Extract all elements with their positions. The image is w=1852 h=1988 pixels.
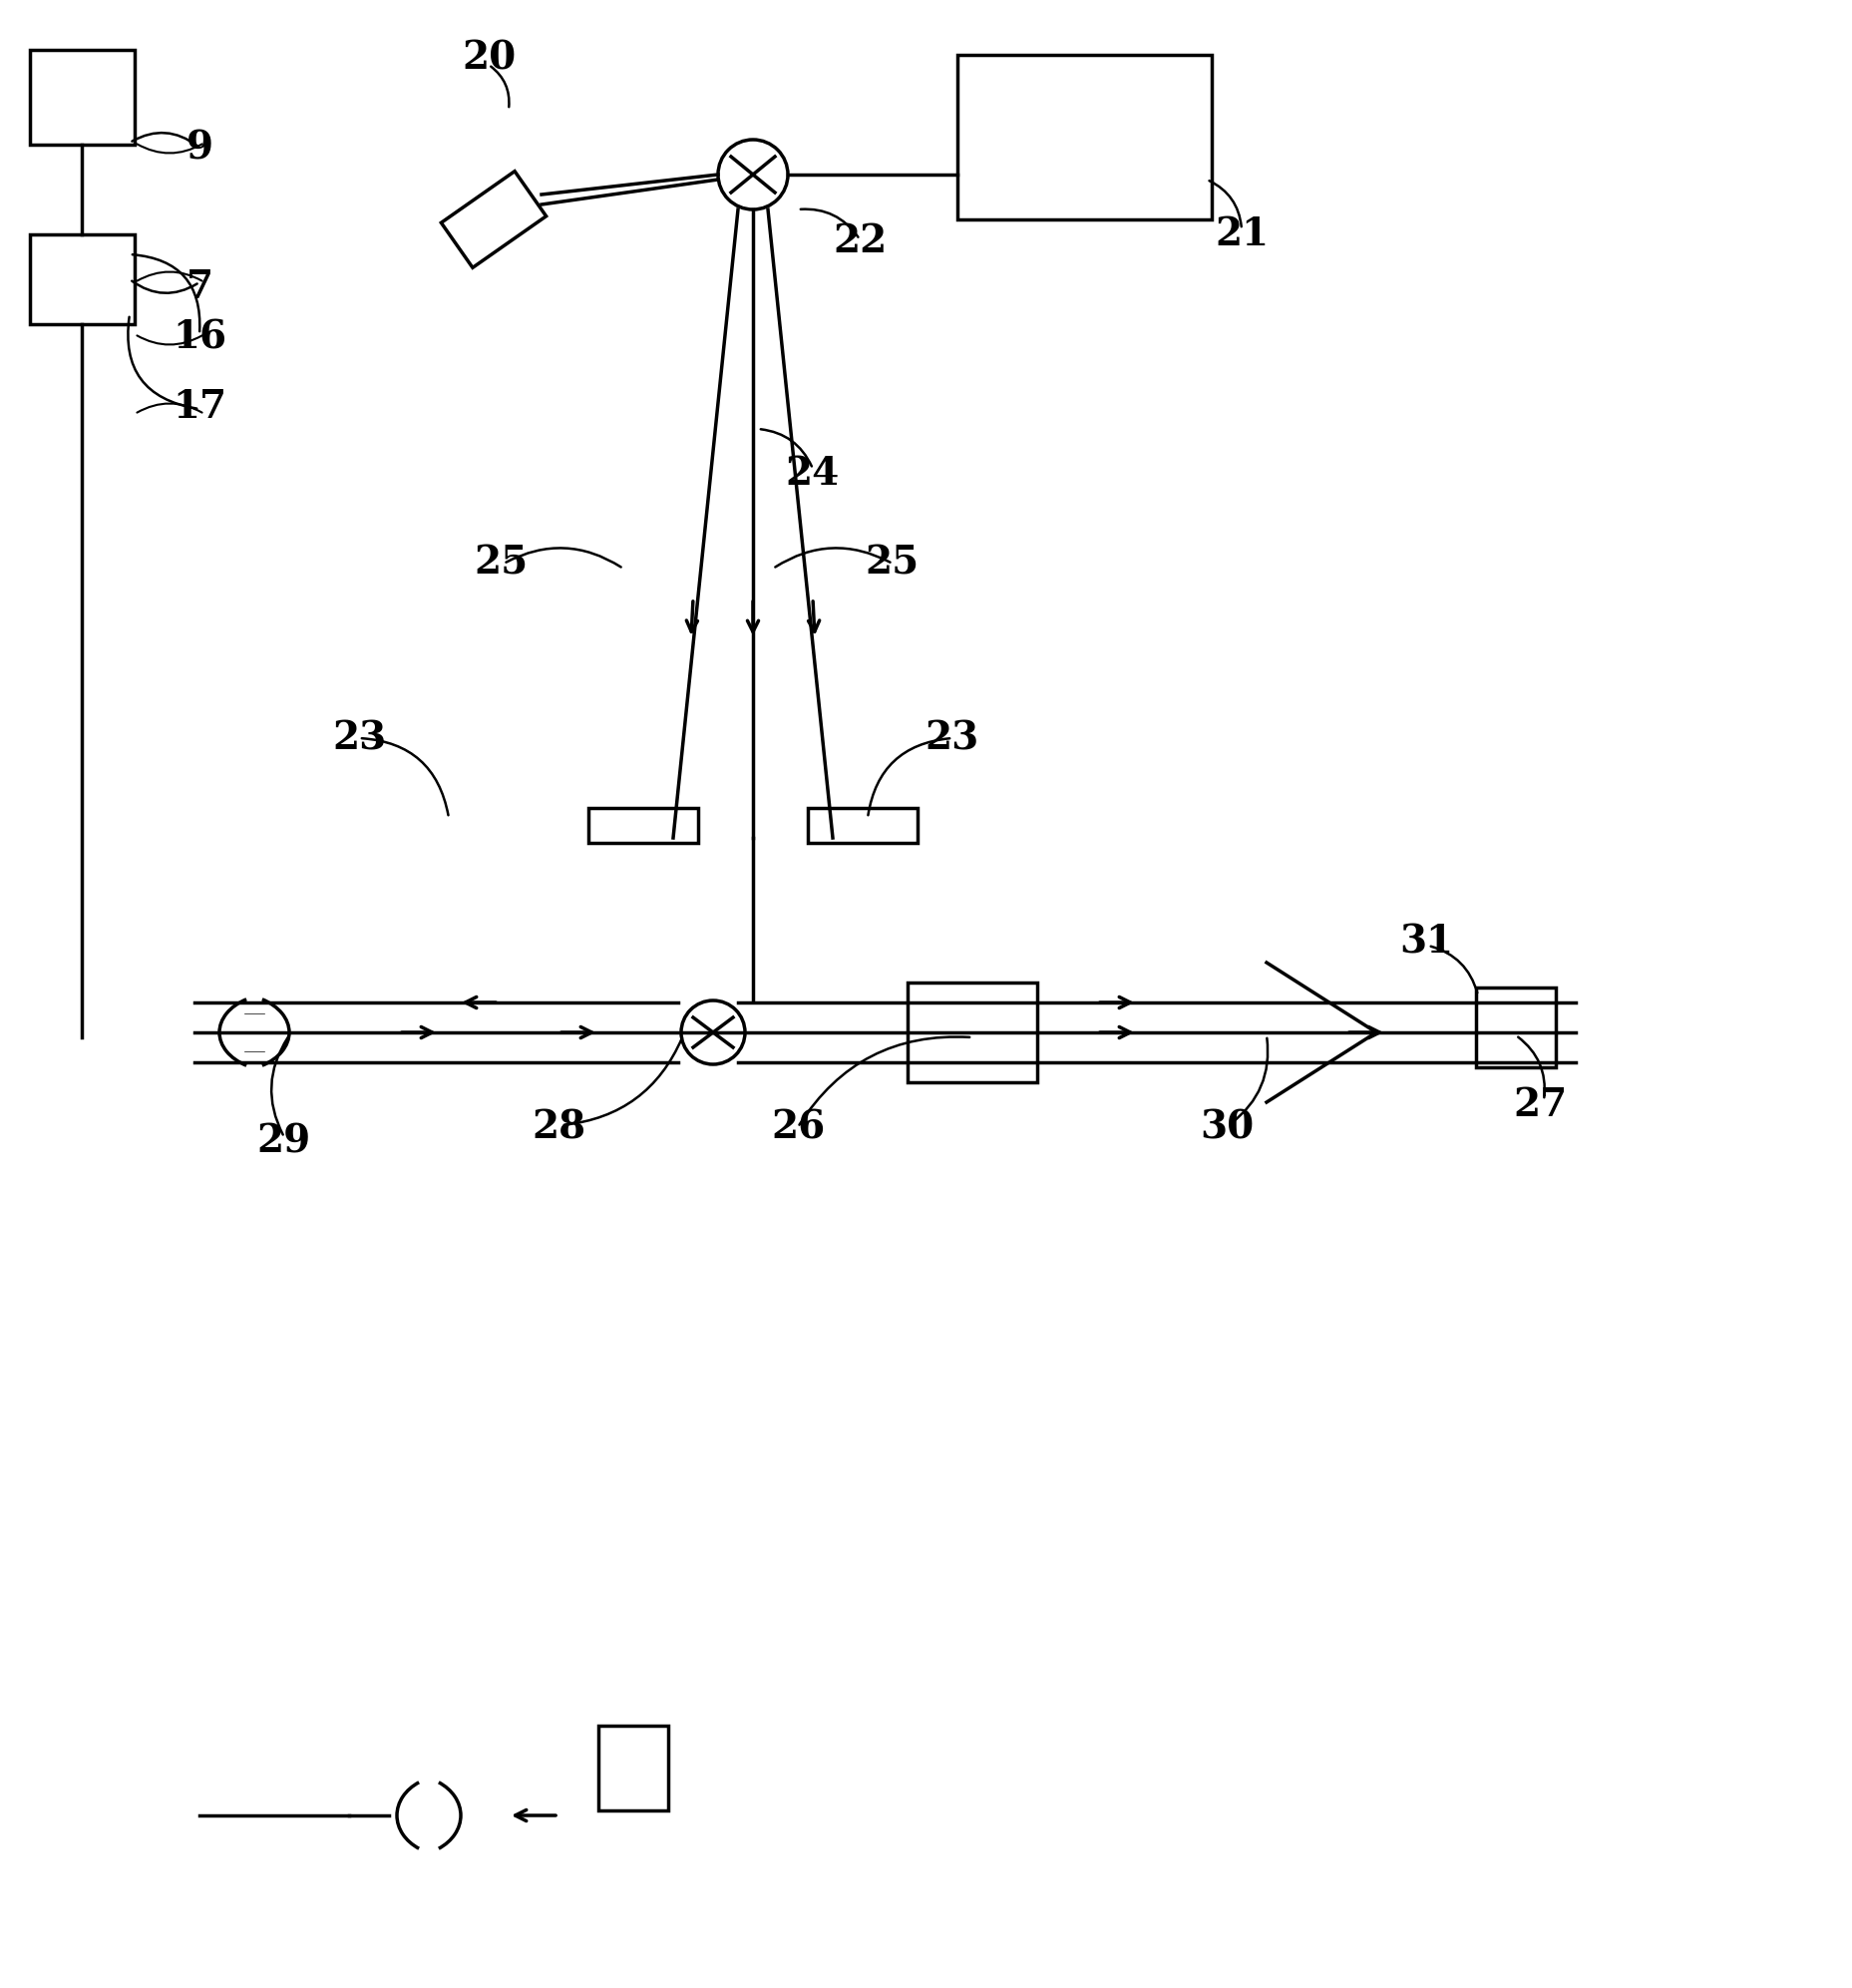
Text: 31: 31 <box>1398 924 1454 962</box>
Text: 17: 17 <box>172 388 226 425</box>
Text: 24: 24 <box>785 455 839 493</box>
Circle shape <box>719 139 787 209</box>
Text: 29: 29 <box>257 1123 311 1161</box>
Bar <box>589 807 698 843</box>
Text: 21: 21 <box>1215 215 1269 252</box>
Text: 28: 28 <box>532 1107 585 1147</box>
Text: 9: 9 <box>185 129 213 167</box>
Text: 23: 23 <box>926 720 980 757</box>
Bar <box>30 235 135 324</box>
Circle shape <box>682 1000 745 1064</box>
Text: 23: 23 <box>332 720 385 757</box>
Text: 22: 22 <box>833 223 887 260</box>
Text: 25: 25 <box>474 545 528 582</box>
Bar <box>598 1726 669 1811</box>
Text: 27: 27 <box>1513 1085 1569 1123</box>
Bar <box>441 171 546 268</box>
Bar <box>30 50 135 145</box>
Bar <box>907 982 1037 1081</box>
Bar <box>807 807 917 843</box>
Text: 30: 30 <box>1200 1107 1254 1147</box>
Text: 20: 20 <box>461 40 515 78</box>
Bar <box>1476 988 1556 1068</box>
Bar <box>957 56 1211 219</box>
Text: 16: 16 <box>172 318 226 356</box>
Text: 7: 7 <box>185 268 213 306</box>
Text: 25: 25 <box>865 545 920 582</box>
Text: 26: 26 <box>770 1107 824 1147</box>
